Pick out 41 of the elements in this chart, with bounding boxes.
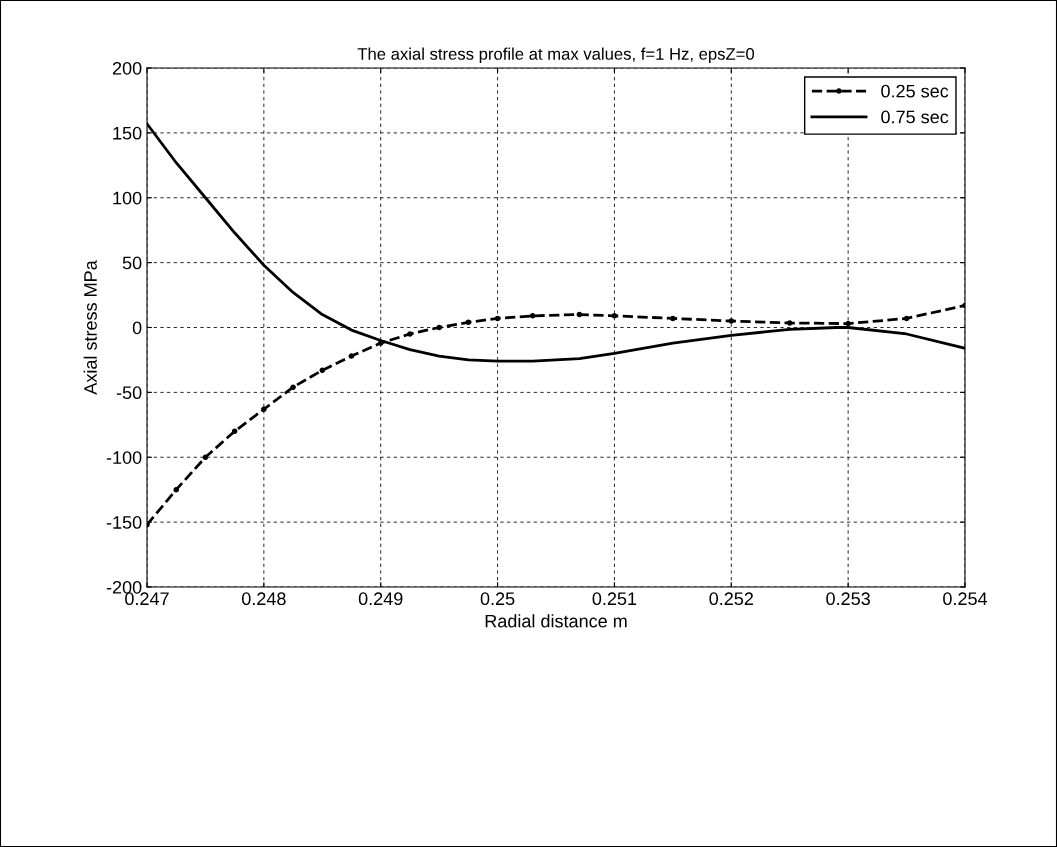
point [576,311,583,318]
legend-label: 0.75 sec [881,110,949,124]
point [290,384,296,390]
y-axis-title: Axial stress MPa [83,260,97,395]
point [202,454,209,461]
y-tick-label: -50 [116,386,142,400]
x-tick-label: 0.247 [125,592,169,606]
y-tick-label: 50 [122,256,142,270]
point [173,486,179,493]
point [611,313,618,319]
x-tick-label: 0.252 [709,592,753,606]
x-tick-label: 0.25 [480,592,515,606]
point [903,315,910,322]
point [529,313,536,319]
point [494,315,501,322]
x-axis-title: Radial distance m [485,614,627,628]
point [845,320,851,327]
point [670,315,676,322]
x-tick-label: 0.249 [358,592,403,606]
point [231,428,238,435]
point [465,319,472,326]
x-tick-label: 0.254 [943,592,988,606]
y-tick-label: 0 [132,321,142,335]
point [728,318,735,324]
point [319,367,326,374]
point [786,320,793,326]
legend-label: 0.25 sec [881,84,949,98]
y-tick-label: -150 [106,516,142,529]
y-tick-label: 100 [113,191,142,205]
x-tick-label: 0.251 [592,592,637,606]
y-tick-label: 200 [112,61,142,75]
x-tick-label: 0.253 [826,592,870,606]
point [407,331,413,337]
y-tick-label: -200 [106,580,142,594]
point [348,353,355,359]
x-tick-label: 0.248 [241,592,286,606]
y-tick-label: 150 [113,126,142,140]
y-tick-label: -100 [106,451,142,464]
point [261,406,267,413]
point [436,324,442,331]
chart-title: The axial stress profile at max values, f=1 Hz, epsZ=0 [357,47,755,64]
